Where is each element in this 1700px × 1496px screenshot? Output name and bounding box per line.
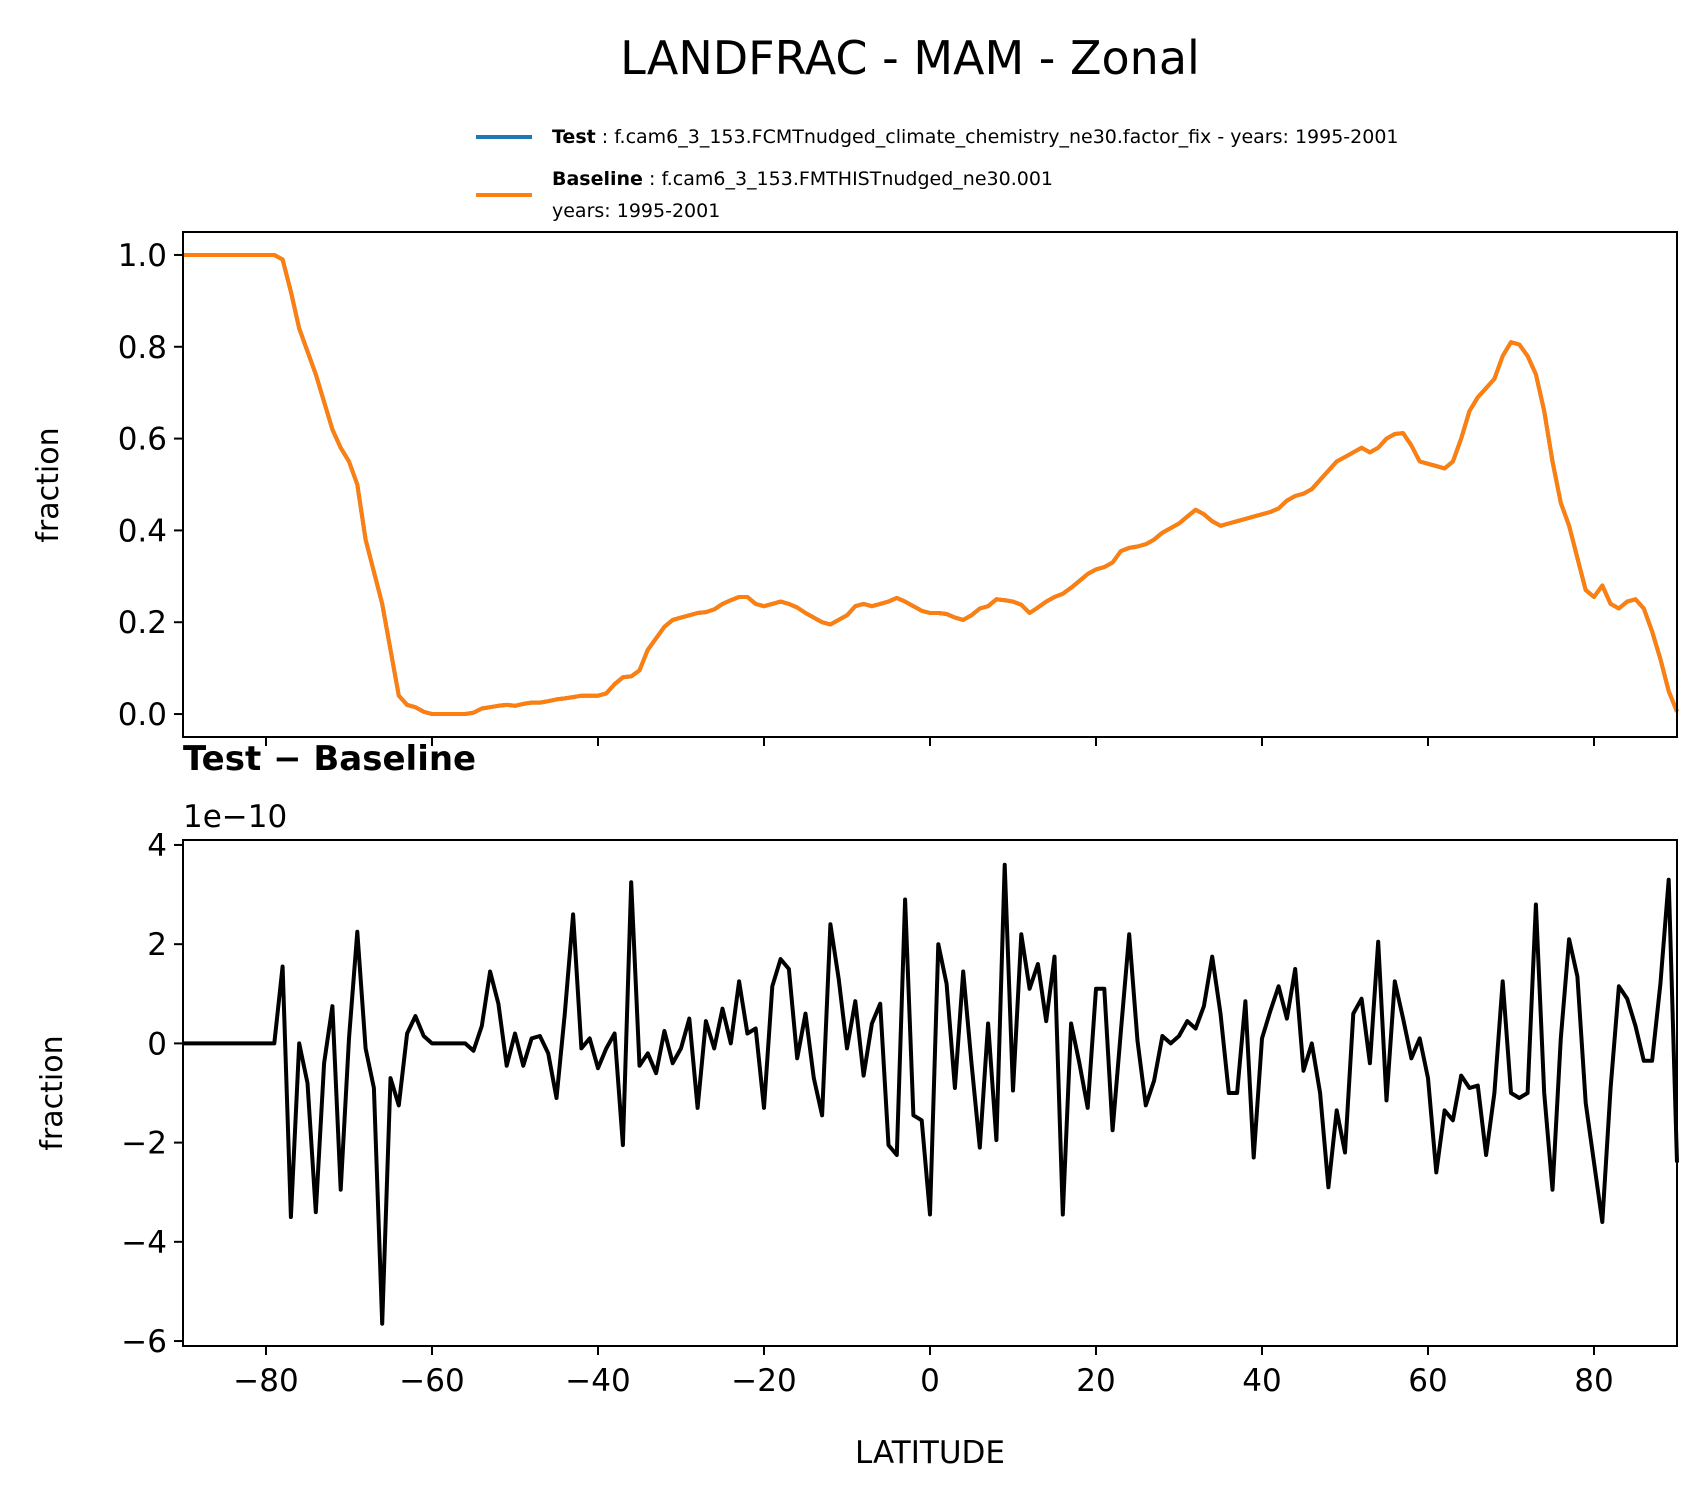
x-axis-label: LATITUDE [855, 1435, 1005, 1471]
top-x-axis [265, 737, 1595, 746]
bottom-x-tick-label: −40 [565, 1363, 630, 1399]
figure-title: LANDFRAC - MAM - Zonal [620, 31, 1200, 85]
top-y-tick-label: 0.8 [118, 330, 167, 366]
bottom-y-tick-label: 2 [147, 927, 167, 963]
bottom-panel-title: Test − Baseline [183, 739, 476, 779]
bottom-y-tick-label: −6 [121, 1324, 167, 1360]
bottom-y-tick-label: 0 [147, 1026, 167, 1062]
bottom-x-tick-label: 40 [1242, 1363, 1281, 1399]
bottom-series-line-test-baseline [183, 862, 1679, 1326]
bottom-x-tick-label: 60 [1408, 1363, 1447, 1399]
bottom-x-tick-label: −60 [399, 1363, 464, 1399]
top-y-tick-label: 1.0 [118, 238, 167, 274]
bottom-x-tick-label: −20 [731, 1363, 796, 1399]
top-y-tick-label: 0.6 [118, 422, 167, 458]
legend: Test : f.cam6_3_153.FCMTnudged_climate_c… [476, 126, 1399, 222]
legend-label-baseline: Baseline [552, 168, 643, 190]
top-y-tick-label: 0.2 [118, 605, 167, 641]
bottom-x-axis: −80 −60 −40 −20 0 20 40 60 80 [233, 1346, 1614, 1399]
bottom-y-axis-label: fraction [35, 1035, 70, 1150]
bottom-offset-label: 1e−10 [183, 799, 287, 835]
svg-text:Baseline : f.cam: Baseline : f.cam6_3_153.FMTHISTnudged_ne… [552, 168, 1053, 190]
top-y-tick-label: 0.4 [118, 513, 167, 549]
bottom-y-tick-label: −2 [121, 1126, 167, 1162]
bottom-axes-frame [182, 839, 1678, 1347]
top-y-axis: 0.0 0.2 0.4 0.6 0.8 1.0 [118, 238, 183, 733]
bottom-x-tick-label: 20 [1076, 1363, 1115, 1399]
bottom-x-tick-label: 80 [1574, 1363, 1613, 1399]
bottom-y-tick-label: 4 [147, 828, 167, 864]
top-series-line-baseline [183, 253, 1679, 716]
legend-desc-baseline: f.cam6_3_153.FMTHISTnudged_ne30.001 [661, 168, 1053, 190]
top-plot-lines [183, 253, 1679, 716]
bottom-y-tick-label: −4 [121, 1225, 167, 1261]
top-y-axis-label: fraction [31, 427, 66, 542]
legend-desc-test: f.cam6_3_153.FCMTnudged_climate_chemistr… [614, 126, 1398, 148]
bottom-x-tick-label: 0 [920, 1363, 940, 1399]
legend-label-test: Test [552, 126, 596, 148]
bottom-y-axis: −6 −4 −2 0 2 4 [121, 828, 183, 1360]
top-panel: 0.0 0.2 0.4 0.6 0.8 1.0 fraction [31, 231, 1679, 746]
bottom-plot-lines [183, 862, 1679, 1326]
svg-text:Test : f.cam6_3_: Test : f.cam6_3_153.FCMTnudged_climate_c… [552, 126, 1399, 148]
top-y-tick-label: 0.0 [118, 697, 167, 733]
legend-desc-baseline-line2: years: 1995-2001 [552, 200, 720, 222]
top-series-line-test [183, 253, 1679, 716]
bottom-x-tick-label: −80 [233, 1363, 298, 1399]
top-axes-frame [182, 231, 1678, 738]
